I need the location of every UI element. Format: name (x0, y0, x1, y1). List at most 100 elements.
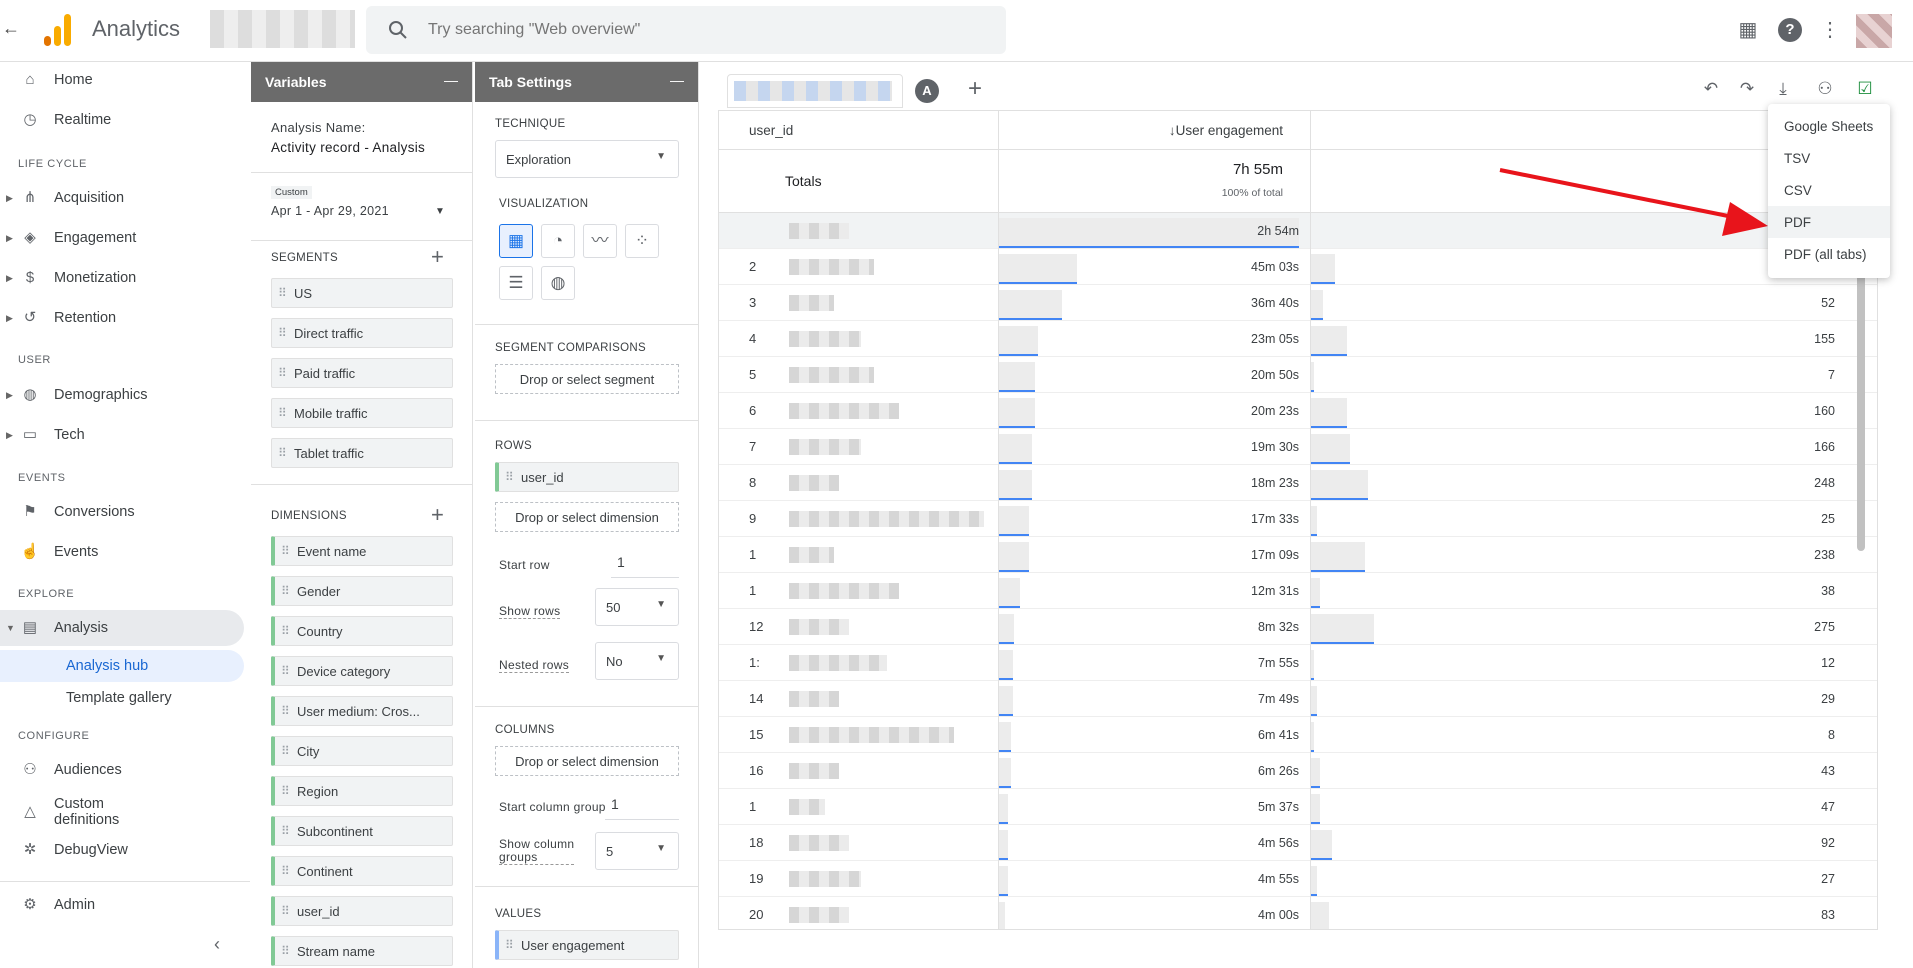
nav-analysis-hub[interactable]: Analysis hub (0, 650, 244, 682)
search-bar[interactable] (366, 6, 1006, 54)
geo-viz-icon[interactable]: ◍ (541, 266, 575, 300)
collapse-nav-icon[interactable]: ‹ (214, 934, 220, 954)
value-metric-chip[interactable]: User engagement (495, 930, 679, 960)
dropdown-arrow-icon[interactable]: ▼ (435, 206, 445, 217)
export-option[interactable]: PDF (1768, 206, 1890, 238)
start-column-group-input[interactable]: 1 (605, 794, 679, 820)
dimension-chip[interactable]: Region (271, 776, 453, 806)
column-header-user-id[interactable]: user_id (749, 123, 794, 138)
apps-grid-icon[interactable]: ▦ (1738, 19, 1758, 41)
export-option[interactable]: PDF (all tabs) (1784, 247, 1867, 262)
add-tab-icon[interactable]: + (967, 75, 982, 102)
analysis-name[interactable]: Activity record - Analysis (271, 140, 426, 155)
minimize-icon[interactable]: — (444, 72, 458, 88)
nav-admin[interactable]: ⚙ Admin (0, 887, 244, 923)
segment-chip[interactable]: Mobile traffic (271, 398, 453, 428)
table-row[interactable]: 20 4m 00s 83 (719, 897, 1877, 929)
nav-audiences[interactable]: ⚇ Audiences (0, 752, 244, 788)
dimension-chip[interactable]: user_id (271, 896, 453, 926)
table-row[interactable]: 4 23m 05s 155 (719, 321, 1877, 357)
table-row[interactable]: 14 7m 49s 29 (719, 681, 1877, 717)
tab-free-form[interactable] (727, 74, 903, 108)
redo-icon[interactable]: ↷ (1739, 79, 1755, 98)
nav-debugview[interactable]: ✲ DebugView (0, 832, 244, 868)
nav-engagement[interactable]: ▶ ◈ Engagement (6, 229, 137, 246)
dimension-chip[interactable]: Stream name (271, 936, 453, 966)
segment-chip[interactable]: Direct traffic (271, 318, 453, 348)
table-row[interactable]: 3 36m 40s 52 (719, 285, 1877, 321)
segment-chip[interactable]: Tablet traffic (271, 438, 453, 468)
table-row[interactable]: 12 8m 32s 275 (719, 609, 1877, 645)
table-row[interactable]: 7 19m 30s 166 (719, 429, 1877, 465)
export-option[interactable]: TSV (1784, 151, 1811, 166)
drop-row-dimension-target[interactable]: Drop or select dimension (495, 502, 679, 532)
table-row[interactable]: 9 17m 33s 25 (719, 501, 1877, 537)
table-viz-icon[interactable]: ▦ (499, 224, 533, 258)
table-row[interactable]: 1 12m 31s 38 (719, 573, 1877, 609)
show-rows-select[interactable]: 50 ▼ (595, 588, 679, 626)
table-row[interactable]: 18 4m 56s 92 (719, 825, 1877, 861)
more-vert-icon[interactable]: ⋮ (1820, 19, 1840, 41)
nav-events[interactable]: ☝ Events (20, 543, 99, 560)
vertical-scrollbar[interactable] (1857, 251, 1865, 551)
nested-rows-select[interactable]: No ▼ (595, 642, 679, 680)
nav-demographics[interactable]: ▶ ◍ Demographics (6, 386, 148, 403)
dimension-chip[interactable]: Subcontinent (271, 816, 453, 846)
table-row[interactable]: 6 20m 23s 160 (719, 393, 1877, 429)
drop-segment-target[interactable]: Drop or select segment (495, 364, 679, 394)
share-users-icon[interactable]: ⚇ (1817, 79, 1833, 98)
start-row-input[interactable]: 1 (611, 552, 679, 578)
minimize-icon[interactable]: — (670, 72, 684, 88)
search-input[interactable] (428, 16, 968, 44)
table-row[interactable]: 16 6m 26s 43 (719, 753, 1877, 789)
nav-home[interactable]: ⌂ Home (0, 62, 244, 98)
account-selector[interactable] (210, 10, 355, 48)
table-row[interactable]: 8 18m 23s 248 (719, 465, 1877, 501)
nav-tech[interactable]: ▶ ▭ Tech (6, 426, 85, 443)
nav-template-gallery[interactable]: Template gallery (66, 690, 172, 706)
segment-chip[interactable]: US (271, 278, 453, 308)
drop-column-dimension-target[interactable]: Drop or select dimension (495, 746, 679, 776)
table-row[interactable]: 1: 7m 55s 12 (719, 645, 1877, 681)
undo-icon[interactable]: ↶ (1703, 79, 1719, 98)
dimension-chip[interactable]: Continent (271, 856, 453, 886)
table-row[interactable]: 1 5m 37s 47 (719, 789, 1877, 825)
table-row[interactable]: 19 4m 55s 27 (719, 861, 1877, 897)
export-option[interactable]: CSV (1784, 183, 1812, 198)
table-row[interactable]: 1 17m 09s 238 (719, 537, 1877, 573)
nav-conversions[interactable]: ⚑ Conversions (0, 494, 244, 530)
donut-viz-icon[interactable]: ◔ (541, 224, 575, 258)
avatar[interactable] (1856, 14, 1892, 48)
download-icon[interactable]: ⤓ (1779, 79, 1787, 98)
date-range-selector[interactable]: Apr 1 - Apr 29, 2021 (271, 204, 389, 218)
dimension-chip[interactable]: User medium: Cros... (271, 696, 453, 726)
nav-analysis[interactable]: ▼ ▤ Analysis (0, 610, 244, 646)
nav-monetization[interactable]: ▶ $ Monetization (6, 269, 137, 286)
add-dimension-icon[interactable]: + (431, 502, 444, 527)
bar-viz-icon[interactable]: ☰ (499, 266, 533, 300)
dimension-chip[interactable]: Country (271, 616, 453, 646)
saved-check-icon[interactable]: ☑ (1857, 79, 1873, 98)
segment-chip[interactable]: Paid traffic (271, 358, 453, 388)
dimension-chip[interactable]: City (271, 736, 453, 766)
dimension-chip[interactable]: Device category (271, 656, 453, 686)
line-viz-icon[interactable]: 〰 (583, 224, 617, 258)
show-column-groups-select[interactable]: 5 ▼ (595, 832, 679, 870)
scatter-viz-icon[interactable]: ⁘ (625, 224, 659, 258)
back-arrow-icon[interactable]: ← (2, 18, 20, 38)
export-option[interactable]: Google Sheets (1784, 119, 1874, 134)
nav-acquisition[interactable]: ▶ ⋔ Acquisition (6, 189, 125, 206)
table-row[interactable]: 2 45m 03s (719, 249, 1877, 285)
nav-realtime[interactable]: ◷ Realtime (0, 102, 244, 138)
nav-retention[interactable]: ▶ ↺ Retention (6, 309, 117, 326)
technique-select[interactable]: Exploration ▼ (495, 140, 679, 178)
nav-custom-definitions[interactable]: △ Custom definitions (0, 792, 244, 832)
table-row[interactable]: 2h 54m (719, 213, 1877, 249)
row-dimension-chip[interactable]: user_id (495, 462, 679, 492)
dimension-chip[interactable]: Event name (271, 536, 453, 566)
tab-a-badge[interactable]: A (915, 79, 939, 103)
help-icon[interactable]: ? (1778, 18, 1802, 42)
table-row[interactable]: 15 6m 41s 8 (719, 717, 1877, 753)
dimension-chip[interactable]: Gender (271, 576, 453, 606)
table-row[interactable]: 5 20m 50s 7 (719, 357, 1877, 393)
